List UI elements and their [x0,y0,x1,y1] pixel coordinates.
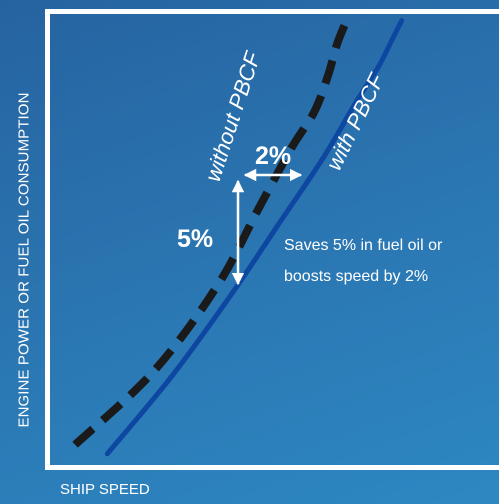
x-axis-label: SHIP SPEED [60,481,150,498]
speed-gain-label: 2% [255,142,291,170]
y-axis-label: ENGINE POWER OR FUEL OIL CONSUMPTION [15,92,33,428]
plot-frame [45,9,499,470]
series-line-with-pbcf [104,18,405,457]
power-saving-label: 5% [177,225,213,253]
note-line-2: boosts speed by 2% [284,268,428,285]
legend-label-with-pbcf: with PBCF [321,68,390,174]
note-line-1: Saves 5% in fuel oil or [284,237,443,254]
